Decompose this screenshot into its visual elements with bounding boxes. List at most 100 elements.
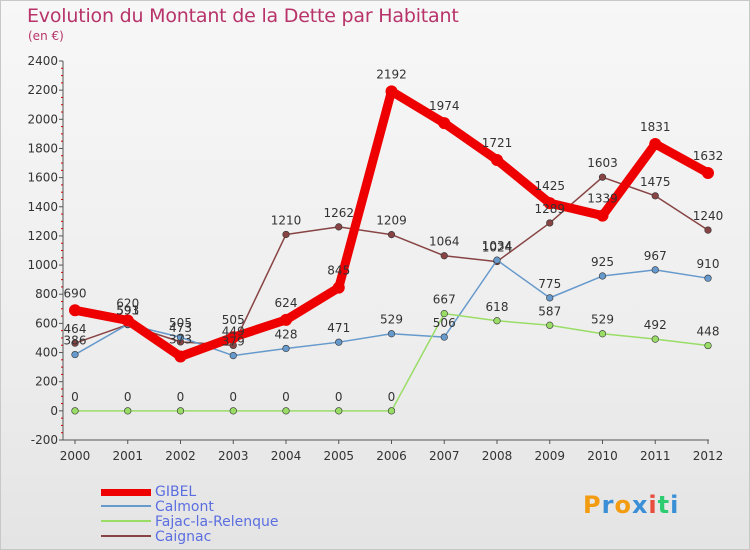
- point-caignac: [440, 252, 448, 260]
- data-label-caignac: 473: [169, 321, 192, 335]
- data-label-gibel: 505: [222, 313, 245, 327]
- point-gibel: [227, 331, 240, 344]
- point-calmont: [704, 274, 712, 282]
- y-tick-label: 0: [50, 404, 58, 418]
- point-calmont: [440, 333, 448, 341]
- data-label-gibel: 1632: [693, 149, 724, 163]
- point-caignac: [71, 339, 79, 347]
- data-label-calmont: 505: [169, 316, 192, 330]
- x-tick-label: 2001: [112, 449, 143, 463]
- y-tick-label: 2400: [27, 54, 58, 68]
- data-label-gibel: 1339: [587, 192, 618, 206]
- y-tick-label: 600: [35, 316, 58, 330]
- point-fajac-la-relenque: [598, 330, 607, 338]
- point-fajac-la-relenque: [493, 317, 501, 325]
- x-tick-label: 2007: [429, 449, 460, 463]
- data-label-calmont: 910: [697, 257, 720, 271]
- legend-swatch-gibel: [101, 489, 151, 496]
- data-label-calmont: 379: [222, 335, 245, 349]
- data-label-caignac: 1209: [376, 214, 407, 228]
- data-label-fajac-la-relenque: 618: [486, 300, 509, 314]
- x-tick-label: 2011: [640, 449, 671, 463]
- point-gibel: [491, 153, 503, 166]
- point-calmont: [651, 266, 659, 274]
- point-fajac-la-relenque: [124, 407, 132, 415]
- data-label-calmont: 593: [116, 303, 139, 317]
- point-caignac: [387, 231, 396, 239]
- point-calmont: [546, 294, 554, 302]
- legend-label-fajac: Fajac-la-Relenque: [155, 514, 279, 530]
- data-label-gibel: 845: [327, 264, 350, 278]
- x-tick-label: 2010: [587, 449, 618, 463]
- x-tick-label: 2009: [534, 449, 565, 463]
- data-label-gibel: 1721: [482, 136, 513, 150]
- data-label-gibel: 1831: [640, 120, 671, 134]
- data-label-calmont: 925: [591, 255, 614, 269]
- y-tick-label: 1200: [27, 229, 58, 243]
- x-tick-label: 2012: [693, 449, 724, 463]
- logo-letter: i: [670, 491, 680, 519]
- point-gibel: [332, 281, 345, 294]
- proxiti-logo: Proxiti: [583, 491, 679, 519]
- point-fajac-la-relenque: [704, 341, 712, 350]
- point-fajac-la-relenque: [651, 335, 659, 343]
- legend-swatch-calmont: [101, 505, 151, 507]
- data-label-caignac: 1240: [693, 209, 724, 223]
- data-label-caignac: 591: [116, 304, 139, 318]
- point-fajac-la-relenque: [71, 407, 79, 415]
- data-label-fajac-la-relenque: 448: [697, 325, 720, 339]
- data-label-fajac-la-relenque: 667: [433, 293, 456, 307]
- legend-label-caignac: Caignac: [155, 529, 212, 545]
- data-label-caignac: 1603: [587, 156, 618, 170]
- data-label-calmont: 529: [380, 313, 403, 327]
- logo-letter: r: [601, 491, 615, 519]
- data-label-caignac: 1289: [534, 202, 565, 216]
- data-label-fajac-la-relenque: 0: [124, 390, 132, 404]
- data-label-fajac-la-relenque: 587: [538, 304, 561, 318]
- x-tick-label: 2003: [218, 449, 249, 463]
- x-tick-label: 2005: [323, 449, 354, 463]
- data-label-caignac: 1024: [482, 241, 513, 255]
- point-fajac-la-relenque: [387, 407, 396, 415]
- data-label-caignac: 1475: [640, 175, 671, 189]
- point-caignac: [546, 219, 554, 227]
- y-tick-label: 200: [35, 375, 58, 389]
- point-caignac: [282, 230, 290, 239]
- data-label-caignac: 1064: [429, 235, 460, 249]
- point-gibel: [385, 85, 398, 98]
- logo-letter: o: [614, 491, 632, 519]
- data-label-calmont: 1034: [482, 239, 513, 253]
- point-fajac-la-relenque: [440, 310, 448, 318]
- point-gibel: [174, 350, 187, 363]
- x-tick-label: 2006: [376, 449, 407, 463]
- data-label-fajac-la-relenque: 529: [591, 313, 614, 327]
- data-label-calmont: 967: [644, 249, 667, 263]
- data-label-fajac-la-relenque: 0: [388, 390, 396, 404]
- data-label-calmont: 428: [275, 327, 298, 341]
- point-gibel: [121, 314, 134, 327]
- point-caignac: [651, 192, 659, 200]
- y-tick-label: 400: [35, 346, 58, 360]
- x-tick-label: 2002: [165, 449, 196, 463]
- chart-subtitle: (en €): [28, 29, 64, 43]
- data-label-fajac-la-relenque: 0: [229, 390, 237, 404]
- point-calmont: [176, 333, 185, 341]
- legend-swatch-fajac: [101, 520, 151, 522]
- data-label-gibel: 1974: [429, 99, 460, 113]
- point-gibel: [69, 304, 81, 317]
- x-tick-label: 2004: [271, 449, 302, 463]
- point-caignac: [704, 226, 712, 234]
- data-label-gibel: 690: [64, 286, 87, 300]
- data-label-caignac: 1210: [271, 213, 302, 227]
- data-label-fajac-la-relenque: 0: [177, 390, 185, 404]
- point-calmont: [229, 351, 237, 360]
- data-label-gibel: 2192: [376, 67, 407, 81]
- data-label-fajac-la-relenque: 0: [335, 390, 343, 404]
- data-label-caignac: 1262: [323, 206, 354, 220]
- point-gibel: [438, 117, 451, 130]
- y-tick-label: 2000: [27, 112, 58, 126]
- y-tick-label: 800: [35, 287, 58, 301]
- data-label-fajac-la-relenque: 492: [644, 318, 667, 332]
